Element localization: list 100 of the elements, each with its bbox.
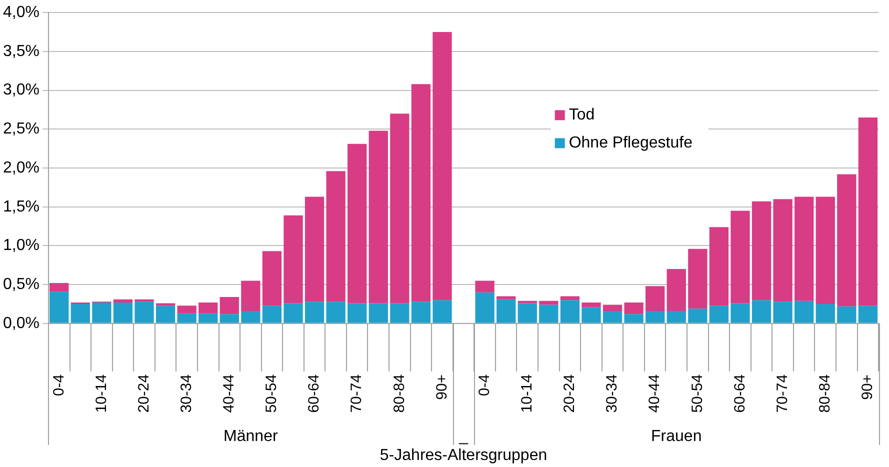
text: Frauen <box>651 428 702 445</box>
bar <box>50 283 69 292</box>
x-tick-label: 10-14 <box>92 374 110 413</box>
bar <box>496 299 516 323</box>
bar <box>220 314 239 323</box>
y-tick-label: 3,0% <box>3 82 40 99</box>
bar <box>773 199 792 302</box>
x-tick-label: 0-4 <box>476 374 493 396</box>
bar <box>304 196 324 302</box>
bar <box>858 118 878 306</box>
x-tick-label: 0-4 <box>50 374 68 396</box>
bar <box>794 300 814 323</box>
y-tick-label: 2,5% <box>3 120 40 138</box>
bar <box>709 227 729 306</box>
y-tick-label: 1,5% <box>3 198 40 216</box>
x-tick-label: 60-64 <box>306 374 323 413</box>
bar <box>241 280 260 312</box>
x-tick-label: 10-14 <box>518 374 536 413</box>
bar <box>432 300 452 323</box>
bar <box>113 302 133 323</box>
x-tick-label: 20-24 <box>561 374 578 413</box>
x-tick-label: 60-64 <box>731 374 748 413</box>
x-tick-label: 30-34 <box>604 374 621 413</box>
x-tick-label: 50-54 <box>263 374 280 413</box>
bar <box>432 32 452 300</box>
bar <box>198 313 218 323</box>
bar <box>411 302 431 323</box>
bar <box>348 303 367 323</box>
bar <box>262 306 282 323</box>
bar <box>368 303 388 323</box>
bar <box>411 84 431 302</box>
bar <box>773 302 792 323</box>
bar <box>602 304 622 312</box>
bar <box>390 303 410 323</box>
x-tick-label: 70-74 <box>774 374 791 413</box>
bar <box>560 296 580 300</box>
bar <box>70 304 90 323</box>
legend-label: Ohne Pflegestufe <box>568 134 693 152</box>
bar <box>92 302 112 323</box>
bar <box>539 300 558 305</box>
x-tick-label: 40-44 <box>646 374 664 413</box>
x-tick-label: 20-24 <box>135 374 152 413</box>
bar <box>518 303 537 323</box>
bar <box>368 130 388 304</box>
x-tick-label: 30-34 <box>178 374 195 413</box>
bar <box>134 302 154 323</box>
bar <box>752 201 772 300</box>
bar <box>390 114 410 304</box>
y-tick-label: 0,0% <box>3 314 40 332</box>
y-tick-label: 1,0% <box>3 237 40 254</box>
bar <box>304 302 324 323</box>
bar <box>284 215 303 304</box>
bar <box>284 303 303 323</box>
bar <box>602 311 622 323</box>
bar <box>50 292 69 323</box>
bar <box>816 196 835 304</box>
bar <box>475 292 494 323</box>
bar <box>730 210 750 304</box>
bar <box>794 196 814 301</box>
text: Männer <box>224 428 278 445</box>
bar <box>816 304 835 323</box>
x-tick-label: 80-84 <box>816 374 834 413</box>
bar <box>582 307 601 323</box>
bar <box>730 303 750 323</box>
bar <box>539 304 558 323</box>
bar <box>241 311 260 323</box>
bar <box>262 251 282 306</box>
x-tick-label: 70-74 <box>348 374 366 413</box>
x-tick-label: 40-44 <box>220 374 238 413</box>
bar <box>475 280 494 292</box>
bar <box>113 299 133 302</box>
bar <box>560 300 580 323</box>
bar <box>709 306 729 323</box>
bar <box>198 302 218 314</box>
y-tick-label: 0,5% <box>3 276 40 293</box>
bar <box>666 311 686 323</box>
bar <box>646 286 665 312</box>
bar <box>326 171 346 302</box>
x-tick-label: 50-54 <box>688 374 706 413</box>
y-tick-label: 3,5% <box>3 42 40 60</box>
x-tick-label: 80-84 <box>390 374 408 413</box>
x-tick-label: 90+ <box>433 374 450 400</box>
bar <box>752 300 772 323</box>
bar <box>688 308 708 323</box>
bar <box>326 302 346 323</box>
bar <box>858 306 878 323</box>
x-axis-title: 5-Jahres-Altersgruppen <box>380 446 548 464</box>
y-tick-label: 4,0% <box>3 4 40 22</box>
legend-label: Tod <box>568 106 595 124</box>
bar <box>837 174 856 306</box>
bar <box>688 248 708 309</box>
bar <box>156 303 176 306</box>
bar <box>624 302 644 314</box>
bar <box>220 297 239 314</box>
bar <box>624 314 644 323</box>
bar <box>646 311 665 323</box>
bar <box>156 306 176 323</box>
bar <box>348 144 367 304</box>
bar <box>177 313 196 323</box>
text: _ <box>458 428 470 445</box>
